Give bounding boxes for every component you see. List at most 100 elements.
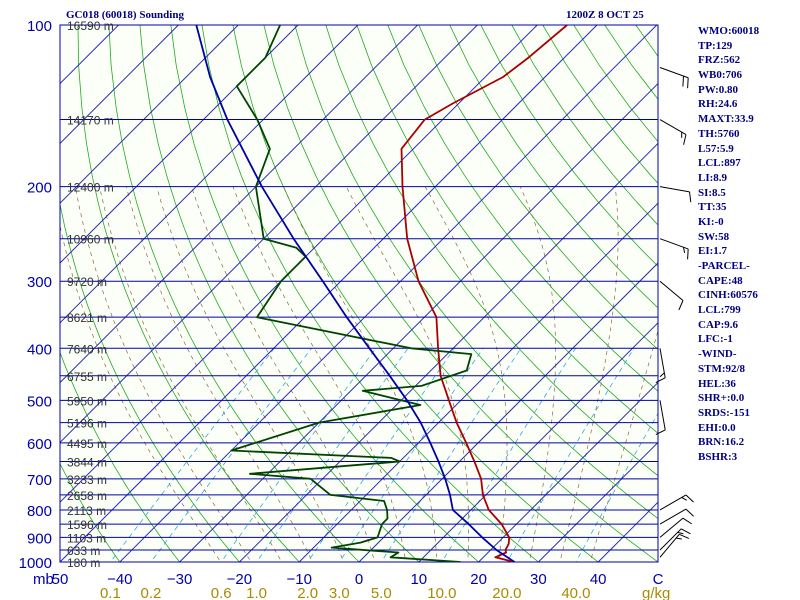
moist-adiabat-line <box>346 186 469 562</box>
index-item: MAXT:33.9 <box>698 113 754 126</box>
dry-adiabat-line <box>60 202 240 562</box>
dry-adiabat-line <box>232 25 599 562</box>
station-title: GC018 (60018) Sounding <box>66 9 184 21</box>
index-item: BSHR:3 <box>698 450 738 463</box>
pressure-tick-label: 800 <box>27 503 52 520</box>
dry-adiabat-line <box>60 561 61 562</box>
wind-barb-feather <box>655 377 666 383</box>
height-label: 6755 m <box>67 370 107 384</box>
temperature-tick-label: 20 <box>470 571 487 588</box>
dry-adiabat-line <box>449 25 658 309</box>
wind-barb-feather <box>683 247 686 254</box>
height-label: 5196 m <box>67 417 107 431</box>
index-item: SRDS:-151 <box>698 406 750 419</box>
stability-indices-list: WMO:60018 TP:129 FRZ:562 WB0:706 PW:0.80 RH:2… <box>698 24 759 465</box>
height-label: 7640 m <box>67 342 107 356</box>
index-item: LCL:897 <box>698 157 741 170</box>
dry-adiabat-line <box>356 25 658 434</box>
temperature-tick-label: C <box>653 571 664 588</box>
moist-adiabat-line <box>60 224 222 562</box>
index-item: TT:35 <box>698 201 727 214</box>
height-label: 4495 m <box>67 437 107 451</box>
index-item: SHR+:0.0 <box>698 392 745 405</box>
pressure-tick-label: 700 <box>27 472 52 489</box>
mixing-ratio-tick-labels: 0.1 0.2 0.6 1.0 2.0 3.0 5.0 10.0 20.0 40.0 <box>100 585 591 600</box>
wind-barb-staff <box>659 400 666 430</box>
dry-adiabat-line <box>139 25 420 562</box>
isotherm-line <box>60 25 418 384</box>
temperature-tick-labels: 50 −40 −30 −20 −10 0 10 20 30 40 C <box>52 571 664 588</box>
mixing-ratio-tick-label: 3.0 <box>329 585 350 600</box>
index-item: SI:8.5 <box>698 186 726 199</box>
dry-adiabat-line <box>60 351 181 562</box>
index-item: TH:5760 <box>698 127 740 140</box>
index-item: EI:1.7 <box>698 245 728 258</box>
wind-barb-feather <box>678 300 684 311</box>
pressure-tick-label: 300 <box>27 274 52 291</box>
pressure-tick-label: 900 <box>27 530 52 547</box>
isotherm-line <box>358 262 658 562</box>
sounding-traces <box>195 25 568 562</box>
index-item: EHI:0.0 <box>698 421 736 434</box>
isotherms <box>60 25 658 562</box>
dry-adiabat-line <box>325 25 658 477</box>
temperature-tick-label: 50 <box>52 571 69 588</box>
wind-barb-staff <box>659 517 684 538</box>
wind-barb-staff <box>659 186 690 193</box>
moist-adiabat-line <box>589 329 658 562</box>
pressure-tick-label: 400 <box>27 341 52 358</box>
height-label: 14170 m <box>67 114 114 128</box>
isobars <box>60 24 658 563</box>
isotherm-line <box>418 322 658 562</box>
wind-barb-feather <box>680 528 691 535</box>
wind-barb-feather <box>677 531 684 535</box>
mixing-ratio-tick-label: 0.2 <box>141 585 162 600</box>
mixing-ratio-tick-label: 0.6 <box>211 585 232 600</box>
dry-adiabat-line <box>60 462 121 562</box>
mixing-ratio-tick-label: 10.0 <box>427 585 456 600</box>
dry-adiabat-line <box>294 25 658 520</box>
index-item: LFC:-1 <box>698 333 733 346</box>
observation-time: 1200Z 8 OCT 25 <box>566 9 644 21</box>
index-item: WB0:706 <box>698 69 742 82</box>
index-item: L57:5.9 <box>698 142 734 155</box>
height-label: 2658 m <box>67 489 107 503</box>
plot-frame <box>59 24 659 563</box>
index-item: LCL:799 <box>698 304 741 317</box>
dry-adiabat-line <box>387 25 658 392</box>
wind-barb-staff <box>659 280 684 301</box>
pressure-tick-label: 100 <box>27 18 52 35</box>
index-item: STM:92/8 <box>698 362 746 375</box>
index-item: CAP:9.6 <box>698 318 739 331</box>
height-label: 5950 m <box>67 394 107 408</box>
moist-adiabat-line <box>232 186 407 562</box>
wind-barb-feather <box>682 76 684 87</box>
index-item: WMO:60018 <box>698 25 760 37</box>
index-item: FRZ:562 <box>698 54 741 67</box>
isotherm-line <box>239 142 658 562</box>
wind-barb-feather <box>655 429 666 436</box>
temperature-tick-label: −40 <box>107 571 132 588</box>
wind-barb-feather <box>659 372 665 378</box>
height-label: 2113 m <box>67 504 106 518</box>
wind-barb-feather <box>683 134 687 145</box>
temperature-tick-label: −10 <box>286 571 311 588</box>
wind-barb-feather <box>689 191 692 203</box>
wind-barb-feather <box>682 517 692 525</box>
isotherm-line <box>60 25 359 324</box>
temperature-tick-label: 10 <box>410 571 427 588</box>
index-item: -WIND- <box>698 348 737 361</box>
mixing-ratio-tick-label: 2.0 <box>297 585 318 600</box>
mixing-ratio-line <box>506 348 635 562</box>
mixing-ratio-unit: g/kg <box>642 585 670 600</box>
height-labels: 16590 m 14170 m 12400 m 10960 m 9720 m 8621 m… <box>67 19 114 570</box>
wind-barbs <box>655 67 694 558</box>
mixing-ratio-tick-label: 40.0 <box>561 585 590 600</box>
dry-adiabat-line <box>170 25 480 562</box>
pressure-tick-label: 600 <box>27 436 52 453</box>
isotherm-line <box>60 25 478 444</box>
height-label: 8621 m <box>67 311 107 325</box>
mixing-ratio-line <box>256 348 409 562</box>
dry-adiabat-line <box>263 25 658 562</box>
index-item: SW:58 <box>698 230 730 243</box>
